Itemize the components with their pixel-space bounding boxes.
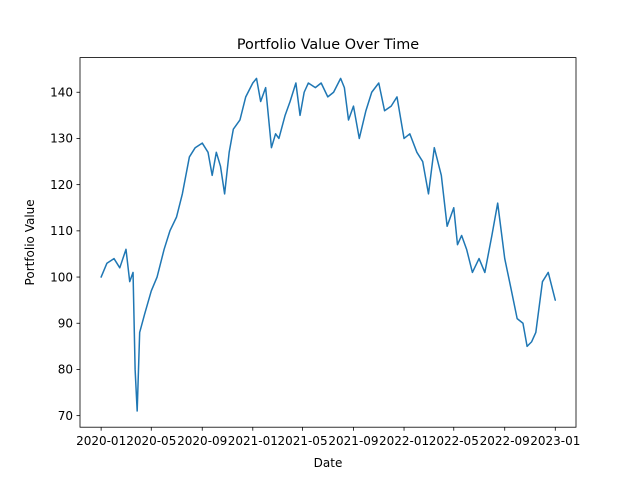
x-tick-label-2: 2020-09 (177, 434, 227, 448)
chart-title: Portfolio Value Over Time (237, 37, 419, 53)
x-tick-label-9: 2023-01 (530, 434, 580, 448)
plot-frame (79, 57, 577, 428)
y-tick-label-5: 120 (50, 178, 73, 192)
series-line-0 (100, 77, 557, 412)
x-tick-label-6: 2022-01 (379, 434, 429, 448)
x-tick-label-8: 2022-09 (480, 434, 530, 448)
y-tick-label-7: 140 (50, 85, 73, 99)
y-tick-label-6: 130 (50, 132, 73, 146)
x-axis-title: Date (314, 456, 343, 470)
x-tick-label-1: 2020-05 (126, 434, 176, 448)
y-axis: 70 80 90 100 110 120 130 140 (50, 85, 80, 423)
y-tick-label-1: 80 (58, 363, 73, 377)
x-tick-label-0: 2020-01 (76, 434, 126, 448)
x-tick-label-7: 2022-05 (429, 434, 479, 448)
x-tick-label-4: 2021-05 (277, 434, 327, 448)
y-tick-label-3: 100 (50, 270, 73, 284)
y-tick-label-4: 110 (50, 224, 73, 238)
x-axis: 2020-01 2020-05 2020-09 2021-01 2021-05 2021-… (76, 427, 580, 448)
plot-area (100, 77, 557, 412)
y-tick-label-2: 90 (58, 316, 73, 330)
y-axis-title: Portfolio Value (23, 199, 37, 285)
y-tick-label-0: 70 (58, 409, 73, 423)
x-tick-label-5: 2021-09 (328, 434, 378, 448)
x-tick-label-3: 2021-01 (228, 434, 278, 448)
